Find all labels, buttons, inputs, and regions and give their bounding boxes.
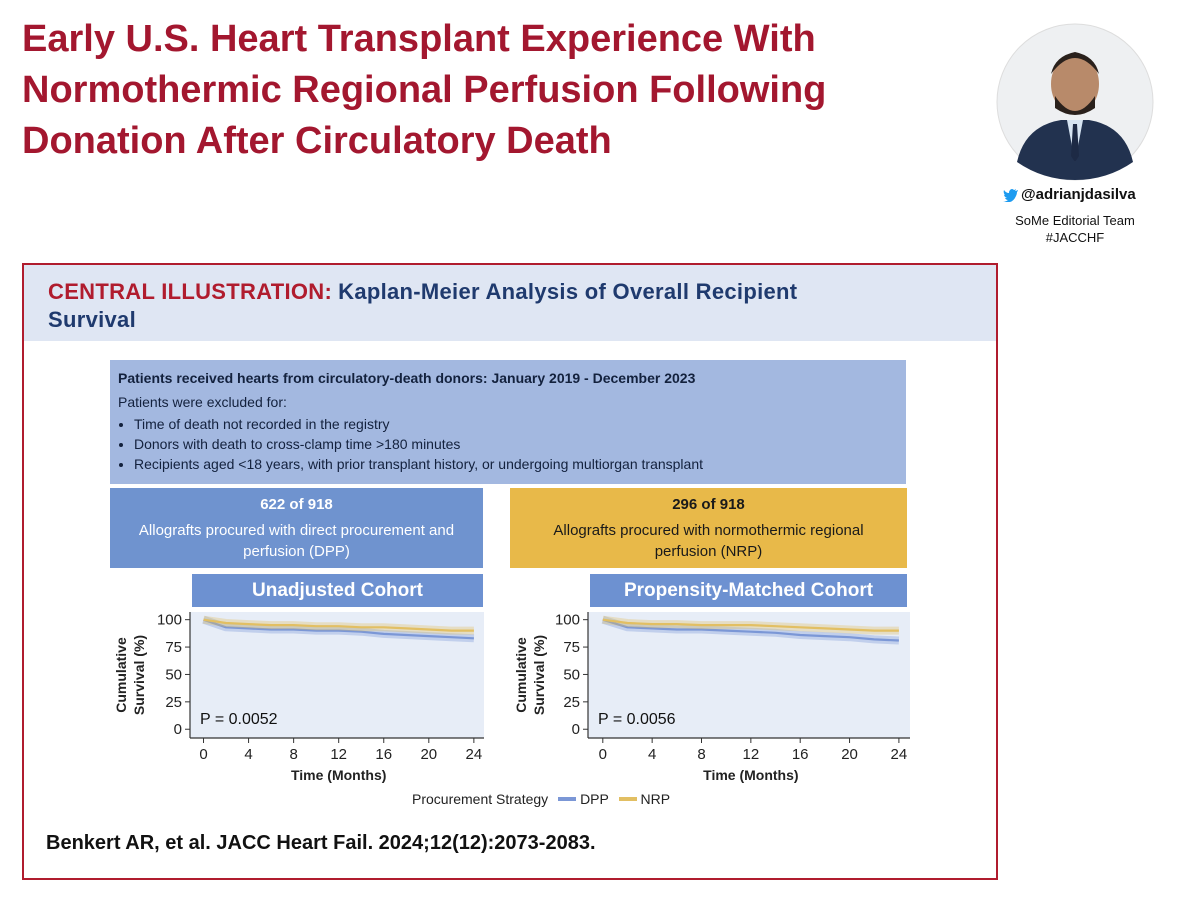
x-tick-label: 8: [289, 746, 297, 763]
cohort-title: Unadjusted Cohort: [192, 574, 483, 607]
group-description: Allografts procured with direct procurem…: [138, 522, 455, 560]
group-box: 296 of 918 Allografts procured with norm…: [510, 488, 907, 568]
y-tick-label: 50: [563, 666, 580, 683]
legend-entry: DPP: [580, 791, 609, 807]
slide-title: Early U.S. Heart Transplant Experience W…: [22, 18, 827, 162]
criteria-box: Patients received hearts from circulator…: [110, 360, 906, 484]
y-axis-label: Cumulative: [513, 637, 529, 713]
x-tick-label: 4: [244, 746, 252, 763]
legend-title: Procurement Strategy: [412, 791, 549, 807]
plot-area: [190, 612, 484, 738]
legend: Procurement Strategy DPP NRP: [412, 791, 670, 807]
criteria-heading: Patients received hearts from circulator…: [118, 370, 696, 386]
exclusion: Time of death not recorded in the regist…: [134, 414, 898, 434]
illustration-label: CENTRAL ILLUSTRATION:: [48, 279, 333, 304]
plot-area: [588, 612, 910, 738]
x-tick-label: 16: [375, 746, 392, 763]
x-tick-label: 24: [891, 746, 908, 763]
survival-line: [203, 618, 474, 640]
hashtag: #JACCHF: [1045, 230, 1105, 245]
x-tick-label: 16: [792, 746, 809, 763]
y-axis-label: Survival (%): [531, 635, 547, 715]
citation: Benkert AR, et al. JACC Heart Fail. 2024…: [46, 832, 596, 854]
group-count: 622 of 918: [260, 496, 333, 513]
x-tick-label: 12: [743, 746, 760, 763]
y-tick-label: 100: [157, 612, 182, 629]
illustration-header: [24, 265, 996, 341]
y-tick-label: 100: [555, 612, 580, 629]
handle: @adrianjdasilva: [1021, 186, 1136, 203]
y-tick-label: 75: [165, 639, 182, 656]
illustration-heading: Kaplan-Meier Analysis of Overall Recipie…: [48, 279, 798, 332]
exclusion-list: Time of death not recorded in the regist…: [118, 414, 898, 474]
team: SoMe Editorial Team: [1015, 213, 1135, 228]
p-value: P = 0.0056: [598, 711, 676, 728]
chart: 0 25 50 75 100 0 4 8 12 16 20 24 Time (Months) Cumula…: [113, 612, 484, 783]
x-axis-label: Time (Months): [703, 767, 798, 783]
illustration-title: CENTRAL ILLUSTRATION: Kaplan-Meier Analys…: [48, 278, 868, 334]
x-tick-label: 20: [841, 746, 858, 763]
y-tick-label: 25: [563, 694, 580, 711]
y-axis-label: Cumulative: [113, 637, 129, 713]
x-tick-label: 0: [199, 746, 207, 763]
legend-swatch: [558, 796, 577, 801]
twitter-icon: [1003, 189, 1018, 202]
legend-swatch: [618, 796, 637, 801]
y-tick-label: 0: [572, 721, 580, 738]
legend-entry: NRP: [640, 791, 671, 807]
group-count: 296 of 918: [672, 496, 745, 513]
survival-line: [203, 618, 474, 632]
x-tick-label: 4: [648, 746, 656, 763]
x-axis-label: Time (Months): [291, 767, 386, 783]
x-tick-label: 8: [697, 746, 705, 763]
x-tick-label: 12: [330, 746, 347, 763]
y-tick-label: 75: [563, 639, 580, 656]
survival-line: [602, 618, 899, 642]
chart: 0 25 50 75 100 0 4 8 12 16 20 24 Time (Months) Cumula…: [513, 612, 910, 783]
cohort-title: Propensity-Matched Cohort: [590, 574, 907, 607]
y-tick-label: 25: [165, 694, 182, 711]
y-axis-label: Survival (%): [131, 635, 147, 715]
group-description: Allografts procured with normothermic re…: [553, 522, 864, 560]
x-tick-label: 0: [599, 746, 607, 763]
exclusion: Recipients aged <18 years, with prior tr…: [134, 454, 898, 474]
x-tick-label: 20: [420, 746, 437, 763]
group-box: 622 of 918 Allografts procured with dire…: [110, 488, 483, 568]
illustration-frame: [22, 263, 998, 880]
exclusion-heading: Patients were excluded for:: [118, 394, 287, 410]
x-tick-label: 24: [466, 746, 483, 763]
y-tick-label: 50: [165, 666, 182, 683]
survival-line: [602, 618, 899, 632]
avatar: [996, 23, 1154, 181]
exclusion: Donors with death to cross-clamp time >1…: [134, 434, 898, 454]
p-value: P = 0.0052: [200, 711, 278, 728]
y-tick-label: 0: [174, 721, 182, 738]
